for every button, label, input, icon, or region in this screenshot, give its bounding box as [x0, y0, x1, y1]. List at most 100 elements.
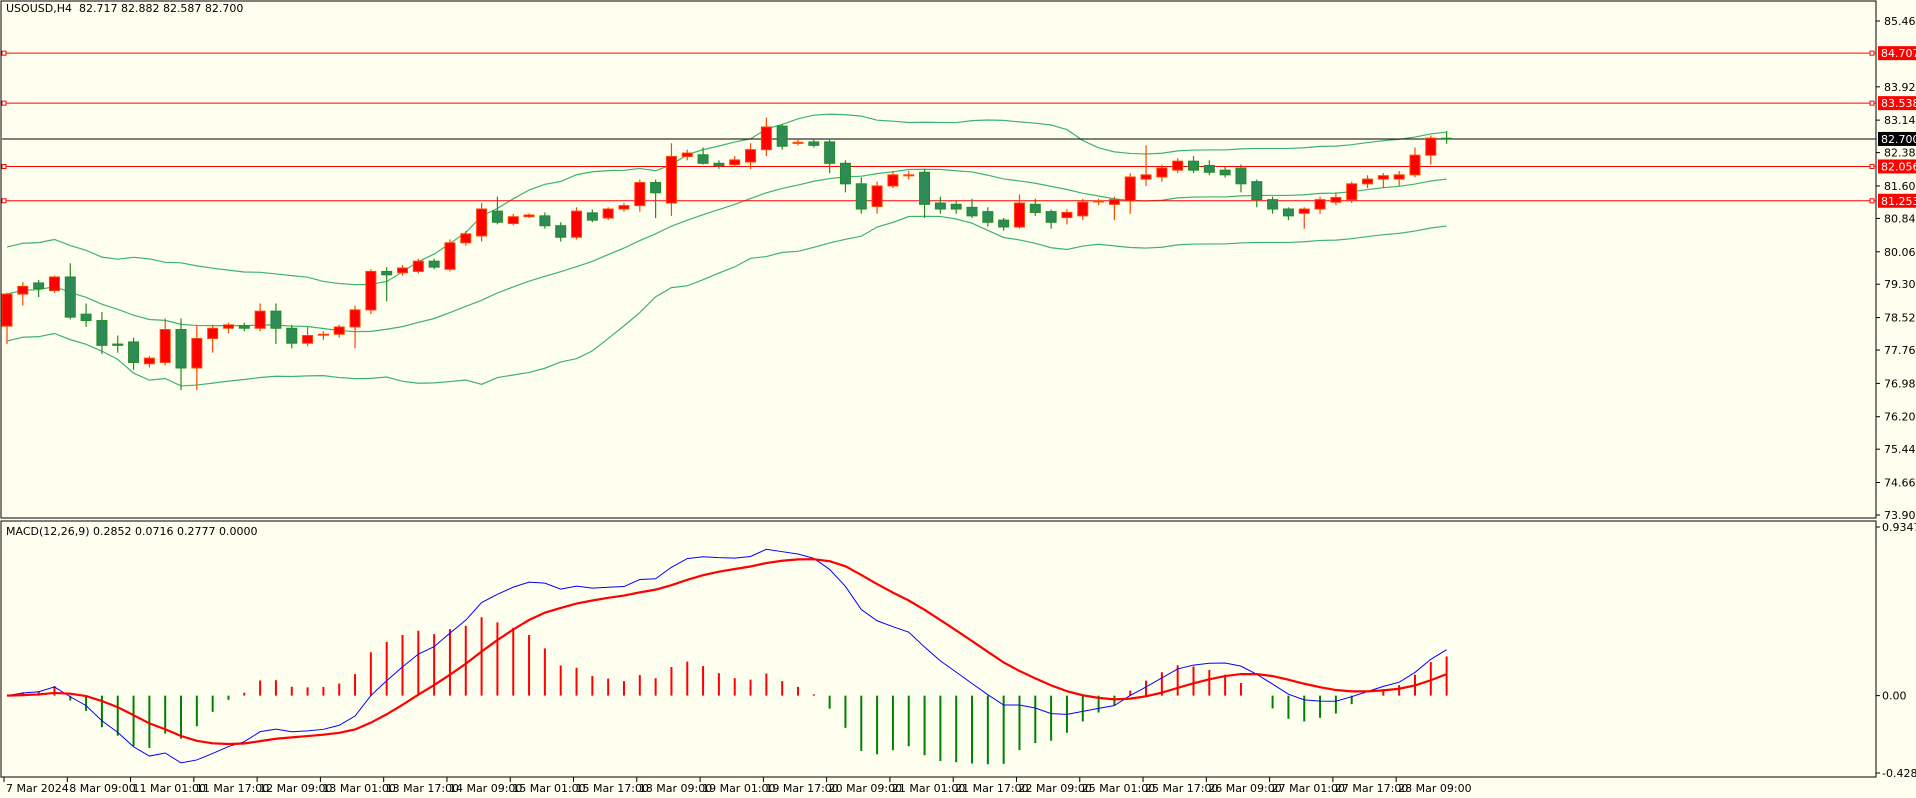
bearish-candle: [555, 225, 567, 238]
bearish-candle: [270, 310, 282, 329]
bullish-candle: [523, 214, 535, 218]
bearish-candle: [539, 215, 551, 227]
bearish-candle: [650, 182, 662, 194]
bullish-candle: [476, 208, 488, 237]
bearish-candle: [697, 154, 709, 164]
price-pane-frame: [0, 0, 1877, 519]
bullish-candle: [665, 155, 677, 204]
bearish-candle: [966, 206, 978, 217]
bearish-candle: [112, 343, 124, 346]
bullish-candle: [17, 285, 29, 295]
price-chart-header: USOUSD,H4 82.717 82.882 82.587 82.700: [6, 2, 243, 15]
bullish-candle: [397, 267, 408, 274]
bearish-candle: [128, 341, 140, 363]
bearish-candle: [998, 219, 1010, 228]
bullish-candle: [681, 152, 693, 157]
price-tick-label: 85.460: [1884, 15, 1916, 28]
bearish-candle: [33, 282, 45, 290]
level-handle: [1869, 198, 1875, 204]
time-tick-label: 19 Mar 17:00: [765, 782, 838, 795]
price-tick-label: 74.660: [1884, 477, 1916, 490]
bullish-candle: [1108, 199, 1120, 205]
time-tick-label: 15 Mar 01:00: [512, 782, 585, 795]
time-tick-label: 22 Mar 09:00: [1018, 782, 1091, 795]
macd-label: MACD(12,26,9): [6, 525, 90, 538]
bullish-candle: [1409, 154, 1421, 176]
bollinger-upper-band: [6, 113, 1447, 286]
bearish-candle: [1029, 203, 1041, 213]
price-tick-label: 80.060: [1884, 246, 1916, 259]
price-tick-label: 73.900: [1884, 509, 1916, 522]
bearish-candle: [64, 276, 76, 318]
bullish-candle: [191, 338, 203, 369]
bullish-candle: [460, 233, 472, 244]
bullish-candle: [634, 182, 646, 207]
level-price-tag: [1878, 159, 1916, 174]
price-tick-label: 76.200: [1884, 411, 1916, 424]
bearish-candle: [713, 162, 725, 166]
bullish-candle: [1393, 174, 1405, 180]
level-handle: [1869, 100, 1875, 106]
bearish-candle: [80, 313, 92, 322]
time-tick-label: 20 Mar 09:00: [829, 782, 902, 795]
bullish-candle: [1140, 174, 1152, 180]
time-tick-label: 7 Mar 2024: [6, 782, 69, 795]
level-price-label: 83.538: [1881, 97, 1916, 110]
time-tick-label: 14 Mar 09:00: [449, 782, 522, 795]
bearish-candle: [1045, 211, 1057, 223]
time-tick-label: 13 Mar 17:00: [386, 782, 459, 795]
level-handle: [1, 163, 7, 169]
bullish-candle: [618, 205, 630, 210]
bullish-candle: [571, 210, 583, 238]
bid-price-tag: [1878, 131, 1916, 146]
time-tick-label: 27 Mar 01:00: [1272, 782, 1345, 795]
bullish-candle: [333, 326, 345, 335]
time-tick-label: 19 Mar 01:00: [702, 782, 775, 795]
time-tick-label: 21 Mar 17:00: [955, 782, 1028, 795]
bearish-candle: [1203, 164, 1215, 173]
bullish-candle: [143, 357, 155, 365]
bullish-candle: [871, 185, 883, 207]
level-handle: [1869, 50, 1875, 56]
bearish-candle: [1235, 167, 1247, 185]
time-tick-label: 26 Mar 09:00: [1208, 782, 1281, 795]
macd-header: MACD(12,26,9) 0.2852 0.0716 0.2777 0.000…: [6, 525, 258, 538]
bollinger-middle-band: [6, 168, 1447, 333]
bullish-candle: [1346, 183, 1358, 201]
bullish-candle: [1314, 199, 1326, 210]
bearish-candle: [238, 325, 250, 329]
bearish-candle: [950, 203, 962, 210]
macd-tick-label: 0.9347: [1882, 521, 1916, 534]
bullish-candle: [317, 333, 329, 336]
level-price-tag: [1878, 193, 1916, 208]
bearish-candle: [586, 212, 598, 221]
price-tick-label: 79.300: [1884, 278, 1916, 291]
time-tick-label: 11 Mar 01:00: [133, 782, 206, 795]
bullish-candle: [207, 327, 219, 340]
bearish-candle: [934, 202, 946, 210]
bullish-candle: [1013, 202, 1025, 228]
time-tick-label: 21 Mar 01:00: [892, 782, 965, 795]
bullish-candle: [1061, 211, 1073, 219]
bollinger-lower-band: [6, 215, 1447, 387]
level-handle: [1, 50, 7, 56]
bullish-candle: [1425, 137, 1437, 156]
time-tick-label: 11 Mar 17:00: [196, 782, 269, 795]
macd-values: 0.2852 0.0716 0.2777 0.0000: [93, 525, 258, 538]
bearish-candle: [491, 210, 503, 223]
bullish-candle: [507, 216, 519, 225]
bullish-candle: [254, 310, 266, 329]
bearish-candle: [286, 327, 298, 344]
bullish-candle: [412, 260, 424, 272]
level-price-tag: [1878, 46, 1916, 61]
time-tick-label: 27 Mar 17:00: [1335, 782, 1408, 795]
time-tick-label: 25 Mar 17:00: [1145, 782, 1218, 795]
bearish-candle: [428, 260, 440, 268]
bearish-candle: [808, 141, 820, 146]
bearish-candle: [824, 141, 836, 164]
bullish-candle: [1124, 176, 1136, 202]
bullish-candle: [365, 270, 377, 311]
price-tick-label: 83.140: [1884, 114, 1916, 127]
bullish-candle: [745, 149, 757, 163]
